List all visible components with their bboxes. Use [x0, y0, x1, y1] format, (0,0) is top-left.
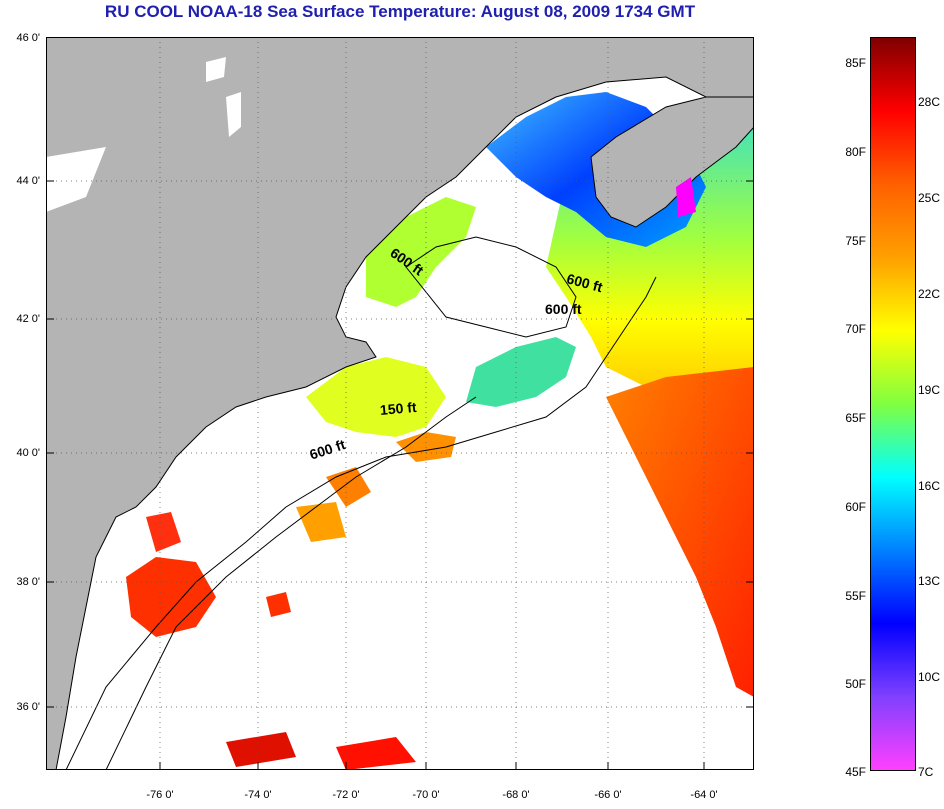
- south-warm-2: [336, 737, 416, 770]
- isobath-gom: [405, 236, 577, 338]
- lat-label-38: 38 0': [16, 576, 40, 588]
- colorbar-label-65f: 65F: [845, 411, 866, 425]
- lon-label-72: -72 0': [332, 789, 360, 801]
- lon-label-68: -68 0': [502, 789, 530, 801]
- temperature-colorbar: [870, 37, 916, 771]
- colorbar-label-60f: 60F: [845, 500, 866, 514]
- colorbar-label-19c: 19C: [918, 383, 941, 397]
- sst-map: [46, 37, 754, 770]
- colorbar-label-55f: 55F: [845, 589, 866, 603]
- lon-label-74: -74 0': [244, 789, 272, 801]
- chesapeake-warm: [126, 557, 216, 637]
- colorbar-label-7c: 7C: [918, 765, 934, 779]
- lon-label-64: -64 0': [690, 789, 718, 801]
- graticule: [46, 37, 754, 770]
- lon-label-76: -76 0': [146, 789, 174, 801]
- colorbar-label-10c: 10C: [918, 670, 941, 684]
- lat-label-42: 42 0': [16, 313, 40, 325]
- georges-bank-water: [466, 337, 576, 407]
- map-title: RU COOL NOAA-18 Sea Surface Temperature:…: [104, 2, 696, 21]
- nearshore-water: [366, 197, 476, 307]
- colorbar-label-70f: 70F: [845, 322, 866, 336]
- colorbar-label-16c: 16C: [918, 479, 941, 493]
- lon-label-66: -66 0': [594, 789, 622, 801]
- lon-label-70: -70 0': [412, 789, 440, 801]
- colorbar-label-75f: 75F: [845, 234, 866, 248]
- colorbar-label-80f: 80F: [845, 145, 866, 159]
- colorbar-label-85f: 85F: [845, 56, 866, 70]
- colorbar-label-13c: 13C: [918, 574, 941, 588]
- lat-label-46: 46 0': [16, 32, 40, 44]
- isobath-label-150: 150 ft: [379, 398, 418, 418]
- sne-shelf-water: [306, 357, 446, 437]
- south-warm-1: [226, 732, 296, 767]
- colorbar-label-50f: 50F: [845, 677, 866, 691]
- delmarva-warm: [146, 512, 181, 552]
- colorbar-label-28c: 28C: [918, 95, 941, 109]
- colorbar-label-22c: 22C: [918, 287, 941, 301]
- isobath-600: [65, 276, 657, 770]
- isobath-label-600-georges: 600 ft: [545, 301, 582, 317]
- lat-label-36: 36 0': [16, 701, 40, 713]
- lat-label-40: 40 0': [16, 447, 40, 459]
- lat-label-44: 44 0': [16, 175, 40, 187]
- colorbar-label-25c: 25C: [918, 191, 941, 205]
- gulf-stream-east: [606, 367, 754, 697]
- warm-patch-2: [296, 502, 346, 542]
- south-warm-3: [266, 592, 291, 617]
- colorbar-label-45f: 45F: [845, 765, 866, 779]
- nova-scotia-land: [590, 96, 754, 228]
